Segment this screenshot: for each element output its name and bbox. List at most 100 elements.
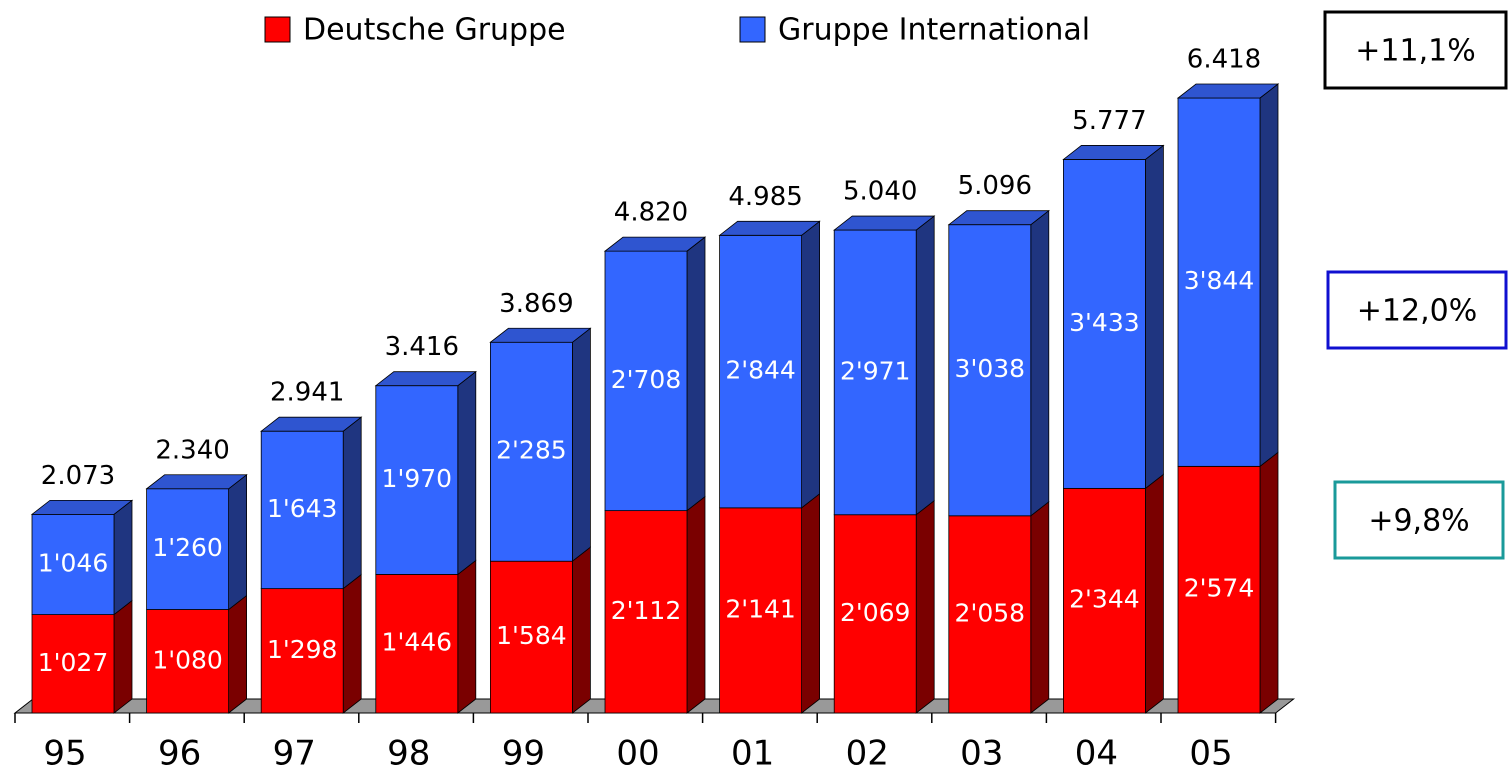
bar-side	[342, 416, 362, 590]
bar-side	[686, 236, 706, 512]
bar-side	[686, 495, 706, 714]
x-tick-label: 04	[1075, 734, 1118, 774]
bar-side	[1145, 473, 1164, 714]
total-label: 6.418	[1187, 45, 1261, 75]
bar-side	[801, 493, 820, 714]
value-label: 1'046	[38, 548, 109, 577]
bar	[833, 514, 917, 714]
total-label: 5.777	[1072, 106, 1146, 136]
value-label: 1'298	[267, 635, 338, 664]
value-label: 2'574	[1184, 574, 1255, 603]
bar	[260, 430, 344, 590]
bar-side	[342, 573, 362, 714]
bar-top	[374, 371, 477, 387]
bar	[31, 614, 115, 714]
bar-top	[718, 220, 821, 236]
bar-side	[572, 546, 591, 714]
bar	[1063, 159, 1146, 489]
bar-side	[113, 499, 133, 616]
bar	[31, 513, 115, 615]
bar-top	[145, 474, 248, 490]
total-label: 5.040	[843, 177, 917, 207]
bar-side	[1259, 83, 1279, 468]
value-label: 2'344	[1069, 585, 1140, 614]
legend-swatch	[264, 16, 291, 43]
bar-top	[260, 416, 363, 432]
bar	[604, 510, 688, 714]
x-tick-label: 03	[960, 734, 1003, 774]
x-tick-label: 99	[502, 734, 545, 774]
bar-side	[228, 473, 248, 611]
x-tick-label: 97	[273, 734, 316, 774]
total-label: 2.073	[41, 461, 115, 491]
bar	[833, 229, 917, 516]
value-label: 1'643	[267, 494, 338, 523]
value-label: 2'844	[725, 356, 796, 385]
bar	[1177, 97, 1261, 467]
total-label: 2.941	[270, 378, 344, 408]
x-tick-label: 05	[1189, 734, 1232, 774]
annotation-box	[1326, 270, 1508, 350]
bar-side	[915, 499, 935, 714]
bar-side	[915, 215, 935, 516]
bar-side	[457, 370, 477, 576]
value-label: 2'141	[725, 594, 796, 623]
x-tick-label: 95	[43, 734, 86, 774]
value-label: 3'433	[1069, 308, 1140, 337]
value-label: 1'446	[382, 628, 453, 657]
x-tick-label: 96	[158, 734, 201, 774]
bar	[604, 250, 688, 512]
bar-top	[30, 499, 134, 515]
legend-label: Deutsche Gruppe	[303, 13, 566, 48]
bar-side	[1145, 144, 1164, 490]
value-label: 3'844	[1184, 266, 1255, 295]
bar-top	[1176, 83, 1280, 99]
bar	[948, 224, 1032, 517]
bar	[489, 341, 573, 562]
x-tick-label: 98	[387, 734, 430, 774]
total-label: 2.340	[155, 435, 229, 465]
legend-label: Gruppe International	[778, 13, 1090, 48]
annotation-text: +12,0%	[1357, 294, 1477, 329]
value-label: 2'112	[611, 596, 682, 625]
bar	[719, 507, 802, 714]
value-label: 2'971	[840, 356, 911, 385]
total-label: 4.985	[728, 182, 802, 212]
bar	[146, 488, 230, 610]
x-tick-label: 00	[616, 734, 659, 774]
total-label: 4.820	[614, 198, 688, 228]
value-label: 2'069	[840, 598, 911, 627]
bar-side	[457, 559, 477, 714]
bar-side	[801, 220, 820, 509]
bar-top	[603, 236, 707, 252]
annotation-text: +9,8%	[1368, 504, 1469, 539]
bar	[719, 234, 802, 509]
bar-top	[833, 215, 936, 231]
total-label: 5.096	[958, 171, 1032, 201]
bar-side	[1259, 451, 1279, 714]
bar-top	[1062, 145, 1165, 160]
legend-swatch	[739, 16, 766, 43]
bar-side	[1030, 209, 1050, 517]
value-label: 1'260	[152, 533, 223, 562]
bar-top	[489, 327, 592, 343]
value-label: 2'285	[496, 436, 567, 465]
x-tick-label: 01	[731, 734, 774, 774]
bar	[146, 609, 230, 714]
total-label: 3.869	[499, 289, 573, 319]
bar-side	[572, 327, 591, 563]
value-label: 1'970	[382, 464, 453, 493]
bar-side	[228, 594, 248, 714]
bar-top	[947, 210, 1050, 226]
x-tick-label: 02	[846, 734, 889, 774]
bar	[375, 385, 459, 575]
value-label: 2'708	[611, 365, 682, 394]
value-label: 1'584	[496, 621, 567, 650]
annotation-box	[1323, 10, 1508, 90]
value-label: 3'038	[955, 354, 1026, 383]
bar	[1063, 487, 1146, 714]
annotation-box	[1333, 480, 1505, 560]
bar-side	[1030, 500, 1050, 714]
value-label: 2'058	[955, 598, 1026, 627]
